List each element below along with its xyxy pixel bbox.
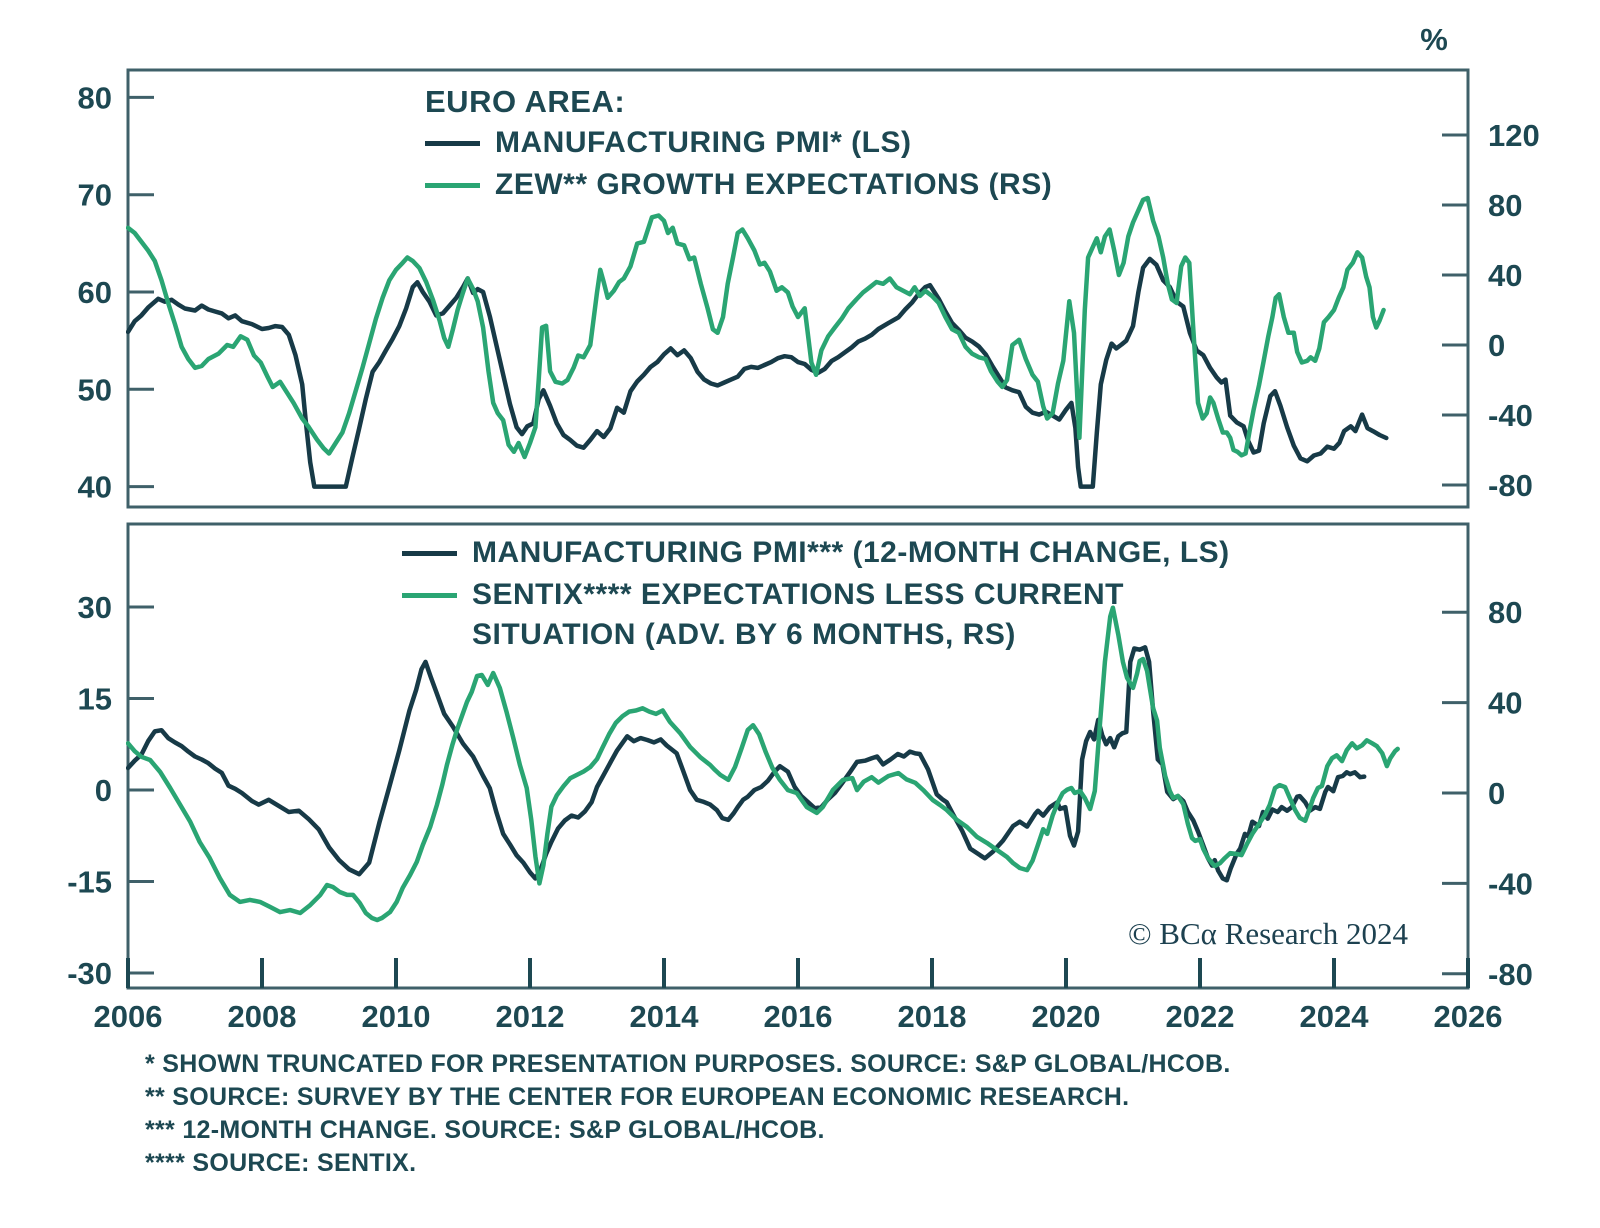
top-right-axis-tick-label: -40 xyxy=(1488,398,1533,433)
x-axis-year-label: 2008 xyxy=(228,999,297,1034)
sentix-line xyxy=(126,605,1400,923)
zew-line-swatch xyxy=(425,182,480,188)
footnote-4: **** SOURCE: SENTIX. xyxy=(145,1149,417,1177)
bottom-right-axis-tick-label: 80 xyxy=(1488,595,1522,630)
right-axis-unit-label: % xyxy=(1420,22,1448,57)
bottom-left-axis-tick-label: 0 xyxy=(95,773,112,808)
top-legend-title: EURO AREA: xyxy=(425,84,626,119)
footnote-1: * SHOWN TRUNCATED FOR PRESENTATION PURPO… xyxy=(145,1050,1231,1078)
sentix-line-label: SENTIX**** EXPECTATIONS LESS CURRENT xyxy=(472,578,1124,611)
x-axis-year-label: 2022 xyxy=(1166,999,1235,1034)
legend-item-sentix: SENTIX**** EXPECTATIONS LESS CURRENT xyxy=(402,574,1230,616)
copyright: © BCα Research 2024 xyxy=(1128,916,1408,951)
top-panel-frame xyxy=(126,68,1470,509)
top-left-axis-tick-label: 60 xyxy=(78,275,112,310)
x-axis-year-label: 2006 xyxy=(94,999,163,1034)
bottom-left-axis-tick-label: 30 xyxy=(78,590,112,625)
bottom-left-axis-tick-label: 15 xyxy=(78,682,112,717)
top-right-axis-tick-label: 120 xyxy=(1488,118,1540,153)
legend-item-zew: ZEW** GROWTH EXPECTATIONS (RS) xyxy=(425,164,1052,206)
footnote-3: *** 12-MONTH CHANGE. SOURCE: S&P GLOBAL/… xyxy=(145,1116,825,1144)
top-right-axis-tick-label: 80 xyxy=(1488,188,1522,223)
top-left-axis-tick-label: 70 xyxy=(78,178,112,213)
x-axis-year-label: 2026 xyxy=(1434,999,1503,1034)
bottom-left-axis-tick-label: -15 xyxy=(67,865,112,900)
bottom-right-axis-tick-label: -80 xyxy=(1488,957,1533,992)
top-right-axis-tick-label: 0 xyxy=(1488,328,1505,363)
x-axis-year-label: 2020 xyxy=(1032,999,1101,1034)
x-axis-year-label: 2010 xyxy=(362,999,431,1034)
top-left-axis-tick-label: 80 xyxy=(78,80,112,115)
legend-item-pmi: MANUFACTURING PMI* (LS) xyxy=(425,122,1052,164)
x-axis-year-label: 2024 xyxy=(1300,999,1370,1034)
top-legend: EURO AREA: MANUFACTURING PMI* (LS) ZEW**… xyxy=(425,82,1052,206)
bottom-left-axis-tick-label: -30 xyxy=(67,956,112,991)
top-right-axis-tick-label: 40 xyxy=(1488,258,1522,293)
top-left-axis-tick-label: 40 xyxy=(78,470,112,505)
pmi-line-label: MANUFACTURING PMI* (LS) xyxy=(495,126,912,159)
top-left-axis-tick-label: 50 xyxy=(78,372,112,407)
sentix-line-label-cont: SITUATION (ADV. BY 6 MONTHS, RS) xyxy=(472,618,1016,651)
zew-line xyxy=(126,195,1386,460)
pmi-change-line xyxy=(126,645,1367,883)
pmi-change-line-swatch xyxy=(402,550,457,556)
sentix-line-swatch xyxy=(402,592,457,598)
x-axis-year-label: 2012 xyxy=(496,999,565,1034)
zew-line-label: ZEW** GROWTH EXPECTATIONS (RS) xyxy=(495,168,1053,201)
pmi-change-line-label: MANUFACTURING PMI*** (12-MONTH CHANGE, L… xyxy=(472,536,1230,569)
x-axis-year-label: 2018 xyxy=(898,999,967,1034)
x-axis-year-label: 2016 xyxy=(764,999,833,1034)
bottom-right-axis-tick-label: 40 xyxy=(1488,686,1522,721)
bottom-right-axis-tick-label: -40 xyxy=(1488,866,1533,901)
footnotes: * SHOWN TRUNCATED FOR PRESENTATION PURPO… xyxy=(145,1048,1231,1180)
pmi-line-swatch xyxy=(425,140,480,146)
footnote-2: ** SOURCE: SURVEY BY THE CENTER FOR EURO… xyxy=(145,1083,1130,1111)
bottom-right-axis-tick-label: 0 xyxy=(1488,776,1505,811)
legend-item-pmi-change: MANUFACTURING PMI*** (12-MONTH CHANGE, L… xyxy=(402,532,1230,574)
bottom-legend: MANUFACTURING PMI*** (12-MONTH CHANGE, L… xyxy=(402,532,1230,654)
x-axis-year-label: 2014 xyxy=(630,999,700,1034)
top-right-axis-tick-label: -80 xyxy=(1488,468,1533,503)
